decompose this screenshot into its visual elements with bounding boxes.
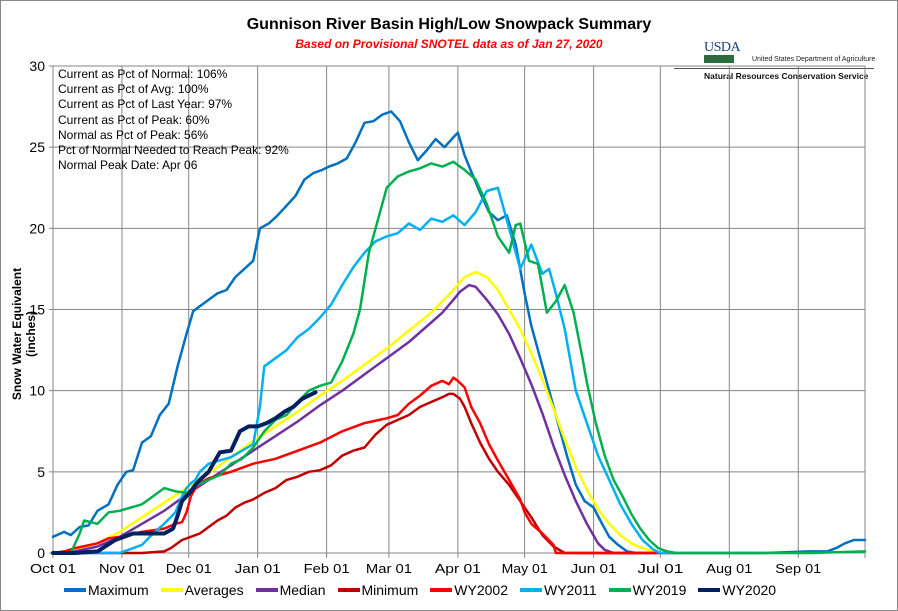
tick-labels: 0 5 10 15 20 25 30 Oct 01 Nov 01 Dec 01 Jan 01 Feb … — [29, 58, 821, 576]
x-tick-label: Sep 01 — [775, 561, 821, 576]
x-tick-label: Dec 01 — [166, 561, 212, 576]
x-tick-label: Mar 01 — [366, 561, 412, 576]
series-line-wy2019 — [51, 160, 867, 555]
legend-label: Minimum — [361, 582, 419, 598]
series-line-wy2020 — [51, 390, 318, 555]
logo-divider — [674, 68, 874, 69]
y-axis-label: Snow Water Equivalent (inches) — [10, 267, 38, 401]
legend-label: WY2020 — [722, 582, 777, 598]
chart-title: Gunnison River Basin High/Low Snowpack S… — [246, 16, 652, 33]
legend-label: WY2019 — [632, 582, 687, 598]
usda-logo-icon — [704, 55, 734, 63]
legend-swatch — [519, 588, 542, 592]
stat-line: Current as Pct of Normal: 106% — [58, 67, 228, 81]
y-tick-label: 25 — [29, 139, 45, 155]
x-tick-label: Jun 01 — [571, 561, 617, 576]
legend-item-wy2020: WY2020 — [698, 582, 776, 598]
x-tick-label: Oct 01 — [30, 561, 76, 576]
legend: Maximum Averages Median Minimum WY2002 WY2011… — [64, 582, 788, 598]
stat-line: Current as Pct of Peak: 60% — [58, 112, 210, 127]
legend-label: Averages — [184, 582, 244, 598]
legend-label: WY2002 — [454, 582, 508, 598]
legend-swatch — [608, 588, 631, 592]
legend-swatch — [160, 588, 183, 592]
y-tick-label: 0 — [37, 545, 45, 561]
legend-item-maximum: Maximum — [64, 582, 149, 598]
stat-line: Current as Pct of Last Year: 97% — [58, 97, 233, 112]
legend-swatch — [698, 588, 721, 592]
y-tick-label: 10 — [29, 383, 45, 399]
legend-swatch — [430, 588, 453, 592]
legend-swatch — [255, 588, 278, 592]
usda-mark: USDA — [704, 40, 741, 55]
series-line-maximum — [51, 110, 867, 555]
legend-item-wy2019: WY2019 — [608, 582, 687, 598]
legend-label: Median — [279, 582, 326, 598]
legend-item-averages: Averages — [160, 582, 244, 598]
stat-line: Normal as Pct of Peak: 56% — [58, 127, 209, 142]
series-lines — [51, 110, 867, 555]
y-tick-label: 15 — [29, 302, 45, 318]
y-tick-label: 30 — [29, 58, 45, 74]
x-tick-label: Feb 01 — [304, 561, 350, 576]
y-tick-label: 5 — [37, 464, 45, 480]
legend-label: WY2011 — [543, 582, 597, 598]
y-tick-label: 20 — [29, 220, 45, 236]
series-line-wy2011 — [51, 186, 678, 555]
stat-line: Pct of Normal Needed to Reach Peak: 92% — [58, 143, 289, 158]
series-line-median — [51, 283, 644, 555]
legend-swatch — [64, 588, 86, 592]
grid — [52, 65, 866, 558]
legend-label: Maximum — [88, 582, 149, 598]
series-line-wy2002 — [51, 376, 678, 555]
legend-item-wy2002: WY2002 — [430, 582, 508, 598]
x-tick-label: Apr 01 — [435, 561, 481, 576]
usda-department: United States Department of Agriculture — [752, 56, 876, 63]
stat-line: Current as Pct of Avg: 100% — [58, 82, 209, 97]
stat-line: Normal Peak Date: Apr 06 — [58, 158, 198, 173]
x-tick-label: May 01 — [502, 561, 548, 576]
nrcs-agency: Natural Resources Conservation Service — [704, 71, 869, 81]
x-tick-label: Aug 01 — [706, 561, 752, 576]
stats-box: Current as Pct of Normal: 106% Current a… — [58, 67, 289, 173]
x-tick-label: Jan 01 — [235, 561, 281, 576]
legend-swatch — [337, 588, 360, 592]
x-tick-label: Jul 01 — [637, 561, 683, 576]
chart-subtitle: Based on Provisional SNOTEL data as of J… — [295, 37, 603, 51]
legend-item-minimum: Minimum — [337, 582, 419, 598]
legend-item-wy2011: WY2011 — [519, 582, 597, 598]
legend-item-median: Median — [255, 582, 326, 598]
x-tick-label: Nov 01 — [99, 561, 145, 576]
